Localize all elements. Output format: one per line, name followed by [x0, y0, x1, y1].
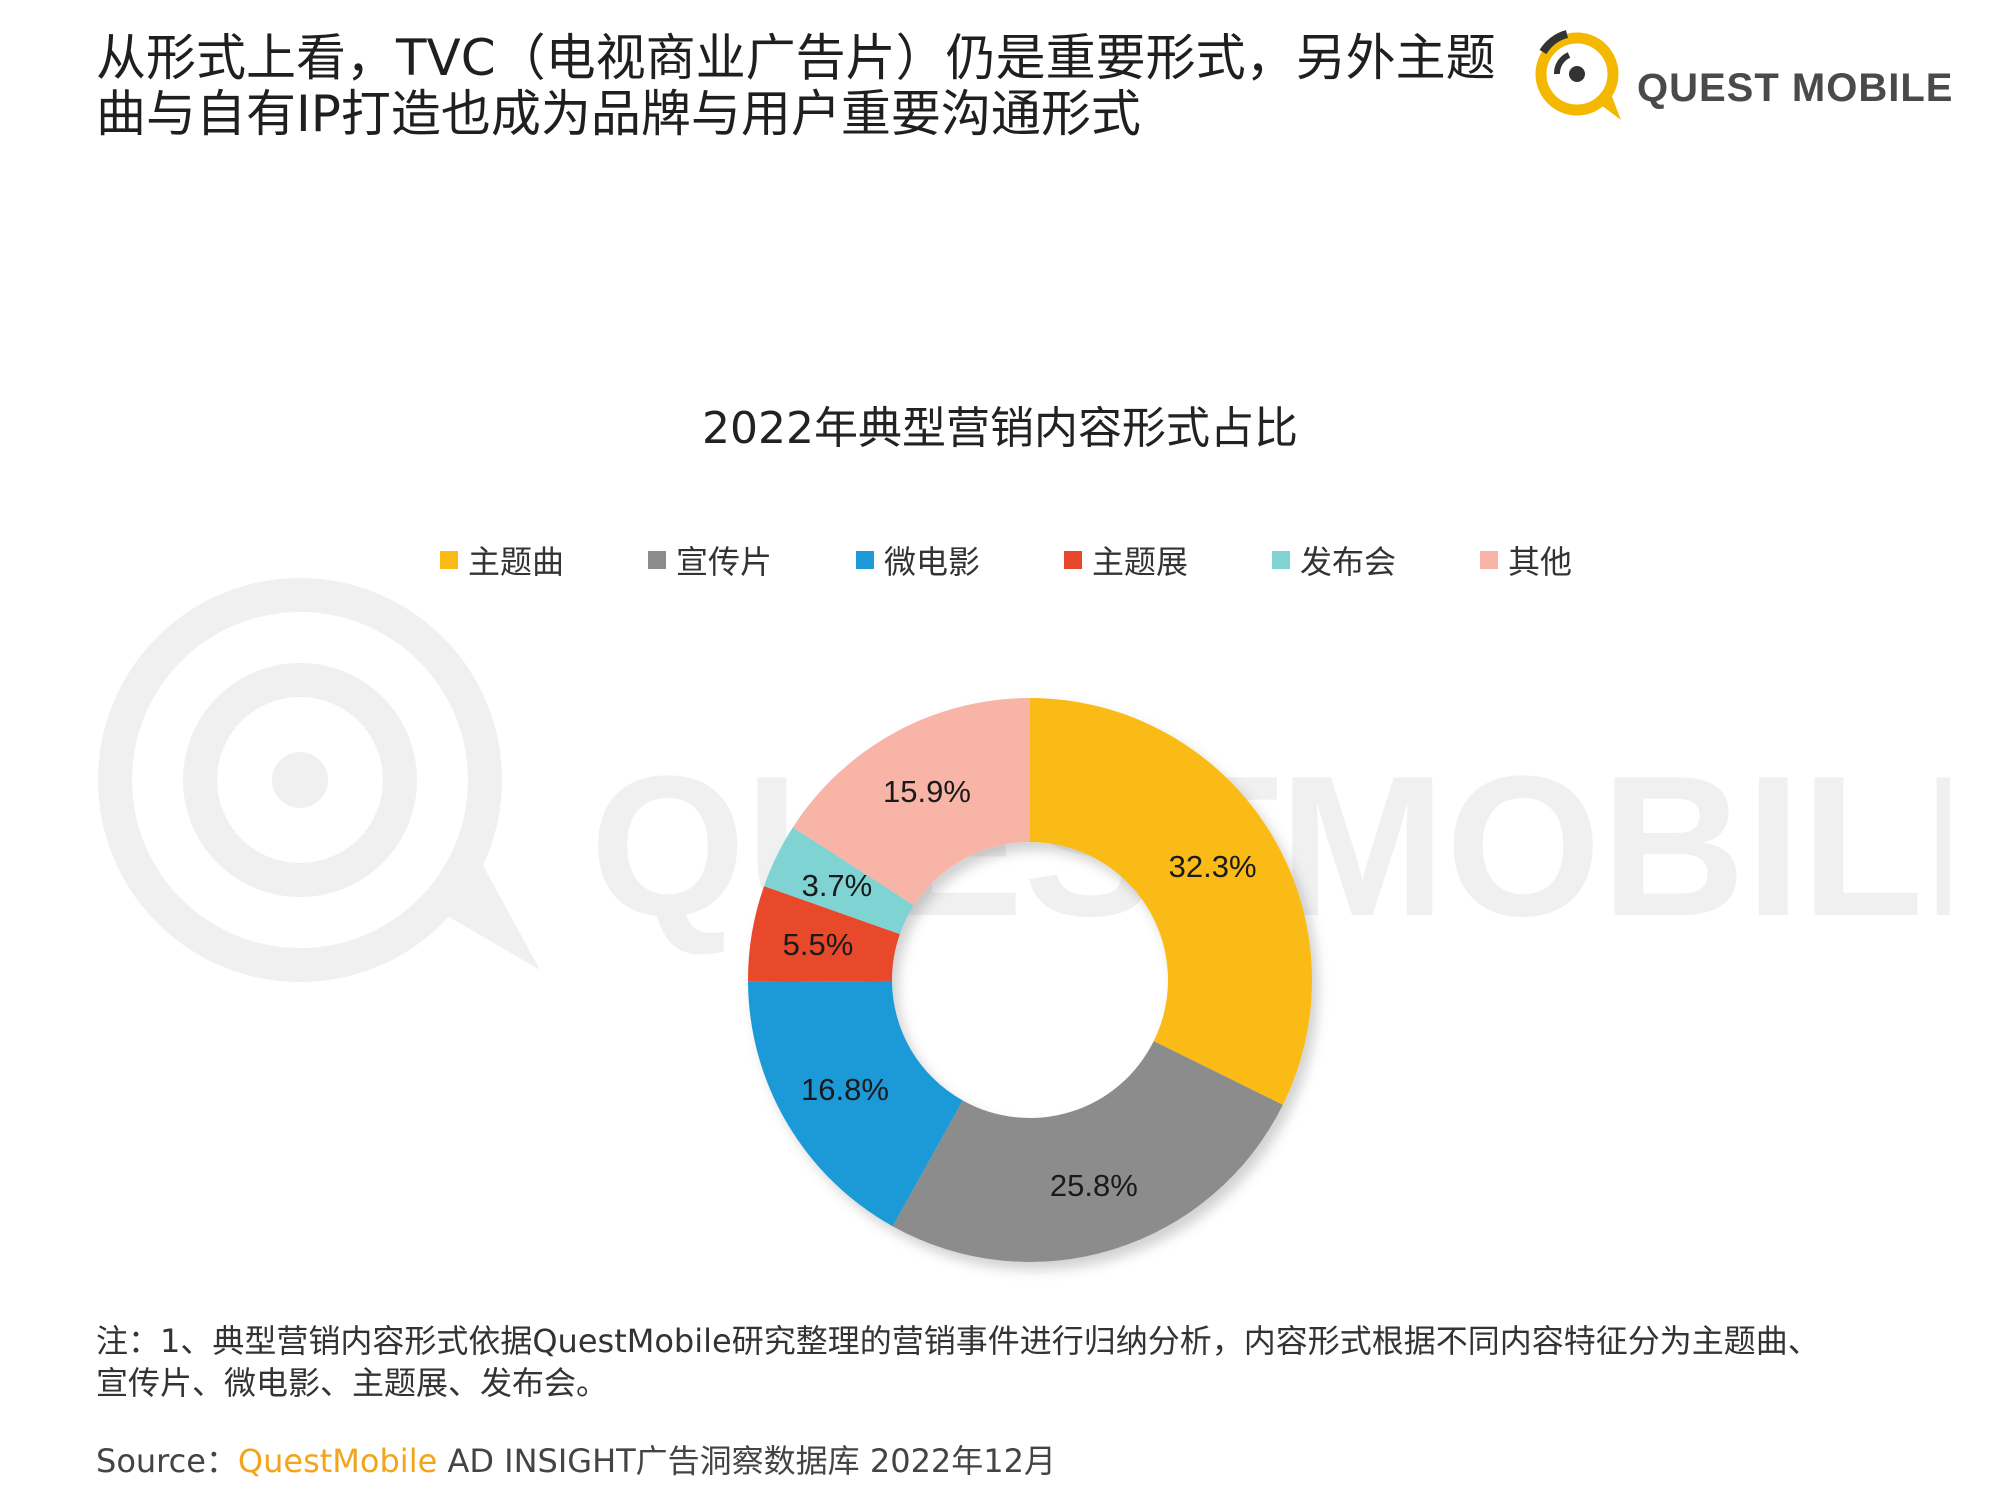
slice-data-label: 15.9%: [883, 774, 971, 809]
donut-slice: [764, 827, 914, 935]
legend-item: 发布会: [1272, 537, 1480, 583]
source-line: Source：QuestMobile AD INSIGHT广告洞察数据库 202…: [96, 1436, 1056, 1482]
footnote: 注：1、典型营销内容形式依据QuestMobile研究整理的营销事件进行归纳分析…: [96, 1320, 1916, 1404]
legend-label: 主题展: [1092, 543, 1189, 581]
legend-item: 其他: [1480, 537, 1688, 583]
legend-swatch: [440, 551, 458, 569]
legend-item: 宣传片: [648, 537, 856, 583]
source-rest: AD INSIGHT广告洞察数据库 2022年12月: [437, 1442, 1057, 1480]
legend-item: 主题展: [1064, 537, 1272, 583]
legend-swatch: [1480, 551, 1498, 569]
legend-swatch: [1272, 551, 1290, 569]
legend-label: 微电影: [884, 543, 981, 581]
legend-swatch: [648, 551, 666, 569]
headline-line-1: 从形式上看，TVC（电视商业广告片）仍是重要形式，另外主题: [96, 29, 1496, 87]
donut-slice: [1030, 698, 1312, 1105]
slice-data-label: 16.8%: [801, 1072, 889, 1107]
donut-slice: [792, 698, 1030, 906]
source-prefix: Source：: [96, 1442, 238, 1480]
slice-data-label: 25.8%: [1050, 1168, 1138, 1203]
donut-chart: 32.3% 25.8% 16.8% 5.5% 3.7% 15.9%: [748, 698, 1312, 1262]
questmobile-logo: QUEST MOBILE: [1525, 22, 1952, 132]
chart-legend: 主题曲 宣传片 微电影 主题展 发布会 其他: [440, 538, 1688, 582]
legend-label: 其他: [1508, 543, 1573, 581]
footnote-line-2: 宣传片、微电影、主题展、发布会。: [96, 1364, 609, 1402]
page-headline: 从形式上看，TVC（电视商业广告片）仍是重要形式，另外主题 曲与自有IP打造也成…: [96, 30, 1516, 142]
legend-item: 微电影: [856, 537, 1064, 583]
slice-data-label: 3.7%: [802, 868, 873, 903]
donut-slice: [892, 1041, 1283, 1262]
legend-label: 主题曲: [468, 543, 565, 581]
slice-data-label: 5.5%: [783, 927, 854, 962]
legend-swatch: [856, 551, 874, 569]
legend-swatch: [1064, 551, 1082, 569]
logo-mark-icon: [1535, 30, 1621, 120]
donut-slice: [748, 886, 900, 982]
headline-line-2: 曲与自有IP打造也成为品牌与用户重要沟通形式: [96, 85, 1141, 143]
source-brand: QuestMobile: [237, 1442, 438, 1480]
legend-label: 宣传片: [676, 543, 773, 581]
legend-item: 主题曲: [440, 537, 648, 583]
logo-text: QUEST MOBILE: [1637, 66, 1954, 110]
chart-title: 2022年典型营销内容形式占比: [702, 403, 1298, 454]
legend-label: 发布会: [1300, 543, 1397, 581]
donut-slice: [748, 980, 963, 1227]
slice-data-label: 32.3%: [1169, 849, 1257, 884]
footnote-line-1: 注：1、典型营销内容形式依据QuestMobile研究整理的营销事件进行归纳分析…: [96, 1322, 1820, 1360]
